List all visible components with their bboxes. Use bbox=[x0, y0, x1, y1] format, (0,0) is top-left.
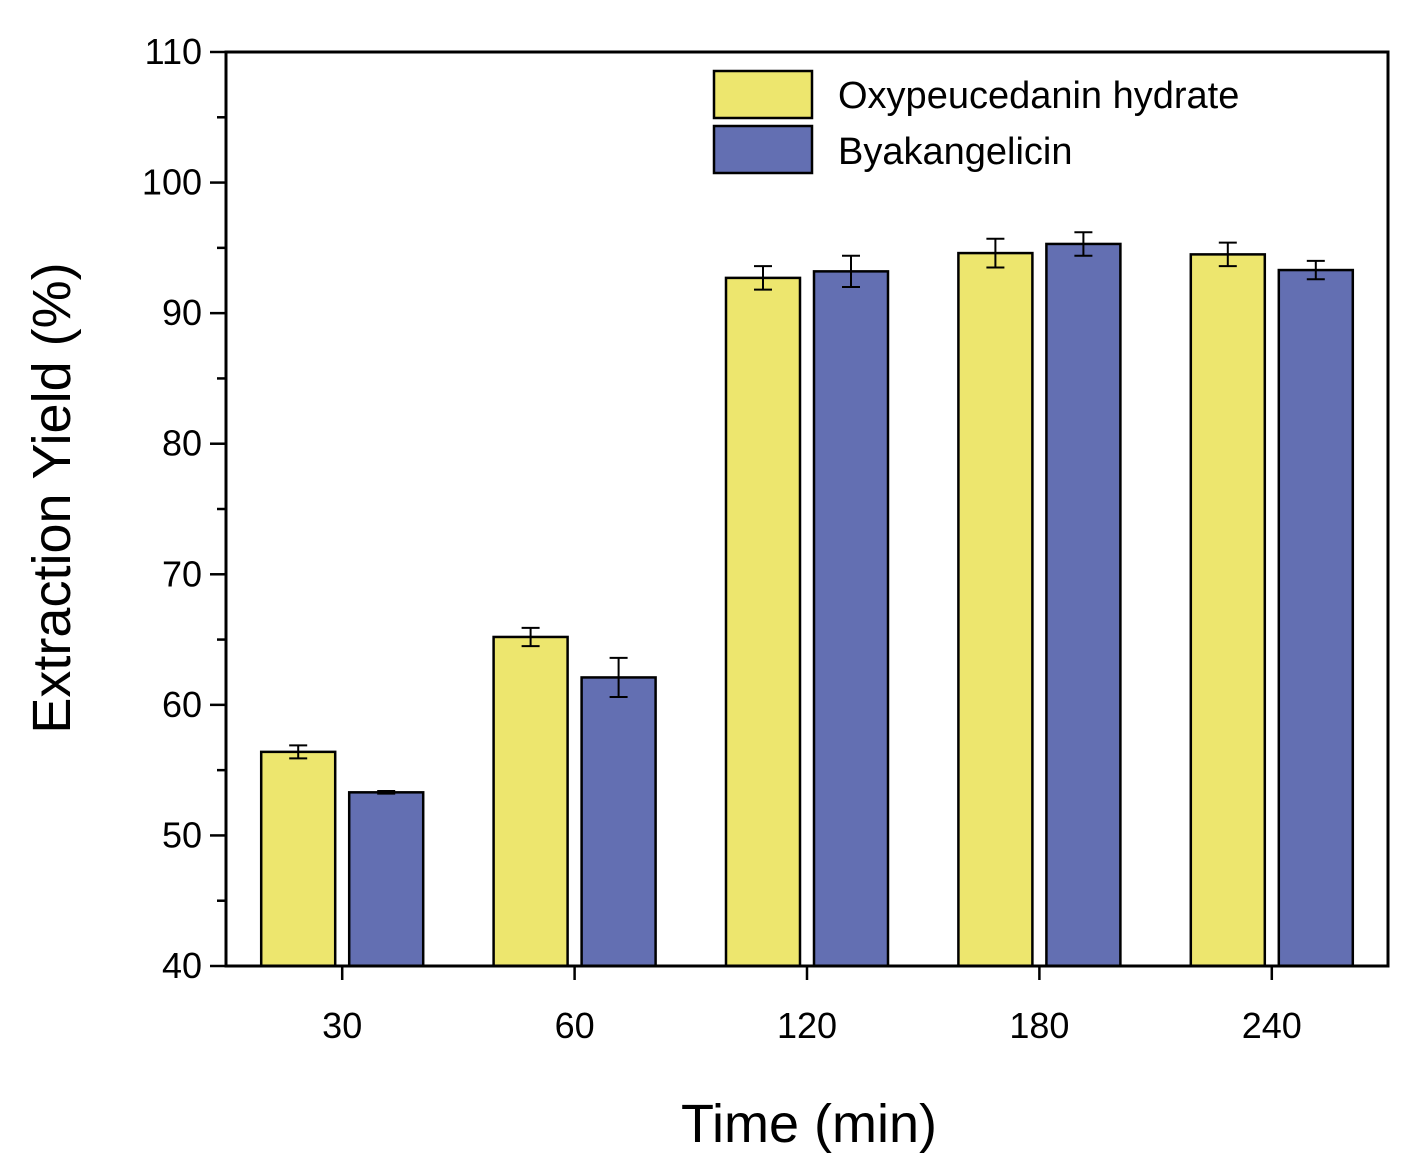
bar-byakangelicin-120 bbox=[812, 270, 890, 968]
legend-label-byakangelicin: Byakangelicin bbox=[838, 131, 1072, 173]
y-tick-label-80: 80 bbox=[162, 423, 202, 464]
legend-swatch-byakangelicin bbox=[712, 124, 814, 175]
bar-oxypeucedanin-hydrate-240 bbox=[1189, 253, 1267, 968]
error-bar-byakangelicin-180 bbox=[1074, 231, 1093, 257]
y-tick-label-40: 40 bbox=[162, 945, 202, 986]
bar-oxypeucedanin-hydrate-120 bbox=[724, 276, 802, 968]
error-bar-oxypeucedanin-hydrate-240 bbox=[1218, 241, 1237, 268]
x-tick-label-60: 60 bbox=[555, 1005, 595, 1046]
error-bar-byakangelicin-240 bbox=[1306, 259, 1325, 281]
bar-oxypeucedanin-hydrate-60 bbox=[492, 635, 569, 968]
error-bar-oxypeucedanin-hydrate-180 bbox=[986, 237, 1005, 269]
x-tick-label-180: 180 bbox=[1009, 1005, 1069, 1046]
error-bar-byakangelicin-60 bbox=[609, 656, 628, 699]
legend-label-oxypeucedanin-hydrate: Oxypeucedanin hydrate bbox=[838, 75, 1239, 117]
error-bar-byakangelicin-30 bbox=[377, 790, 396, 795]
y-tick-label-70: 70 bbox=[162, 553, 202, 594]
y-tick-label-60: 60 bbox=[162, 684, 202, 725]
y-tick-label-50: 50 bbox=[162, 814, 202, 855]
bar-byakangelicin-240 bbox=[1277, 268, 1355, 968]
legend: Oxypeucedanin hydrate Byakangelicin bbox=[712, 69, 1239, 175]
error-bar-oxypeucedanin-hydrate-60 bbox=[521, 626, 540, 648]
x-tick-label-120: 120 bbox=[777, 1005, 837, 1046]
y-tick-label-100: 100 bbox=[142, 162, 202, 203]
axes-layer: 30 60 120 180 240 40 50 60 70 80 90 100 110 bbox=[142, 31, 1302, 1046]
x-tick-label-240: 240 bbox=[1242, 1005, 1302, 1046]
bar-byakangelicin-180 bbox=[1045, 242, 1122, 968]
error-bar-oxypeucedanin-hydrate-120 bbox=[754, 265, 772, 291]
y-tick-label-110: 110 bbox=[145, 31, 202, 72]
bar-byakangelicin-30 bbox=[347, 791, 425, 968]
bar-byakangelicin-60 bbox=[580, 676, 657, 968]
y-tick-label-90: 90 bbox=[162, 292, 202, 333]
x-axis-title: Time (min) bbox=[681, 1094, 937, 1154]
x-tick-label-30: 30 bbox=[322, 1005, 362, 1046]
legend-swatch-oxypeucedanin-hydrate bbox=[712, 69, 814, 120]
error-bar-oxypeucedanin-hydrate-30 bbox=[289, 744, 308, 760]
bar-oxypeucedanin-hydrate-30 bbox=[259, 750, 337, 968]
y-axis-title: Extraction Yield (%) bbox=[22, 262, 82, 733]
error-bar-byakangelicin-120 bbox=[842, 254, 860, 289]
bars-layer bbox=[259, 231, 1355, 968]
bar-oxypeucedanin-hydrate-180 bbox=[957, 251, 1034, 968]
